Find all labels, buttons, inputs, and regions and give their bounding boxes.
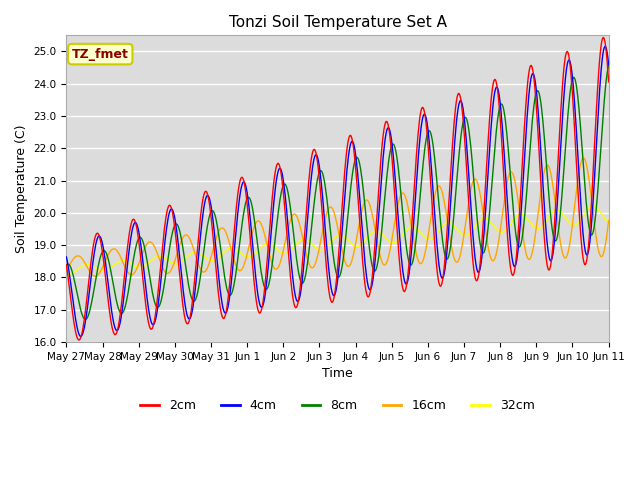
Legend: 2cm, 4cm, 8cm, 16cm, 32cm: 2cm, 4cm, 8cm, 16cm, 32cm	[135, 394, 540, 417]
Text: TZ_fmet: TZ_fmet	[72, 48, 129, 60]
Y-axis label: Soil Temperature (C): Soil Temperature (C)	[15, 124, 28, 253]
X-axis label: Time: Time	[322, 367, 353, 380]
Title: Tonzi Soil Temperature Set A: Tonzi Soil Temperature Set A	[228, 15, 447, 30]
